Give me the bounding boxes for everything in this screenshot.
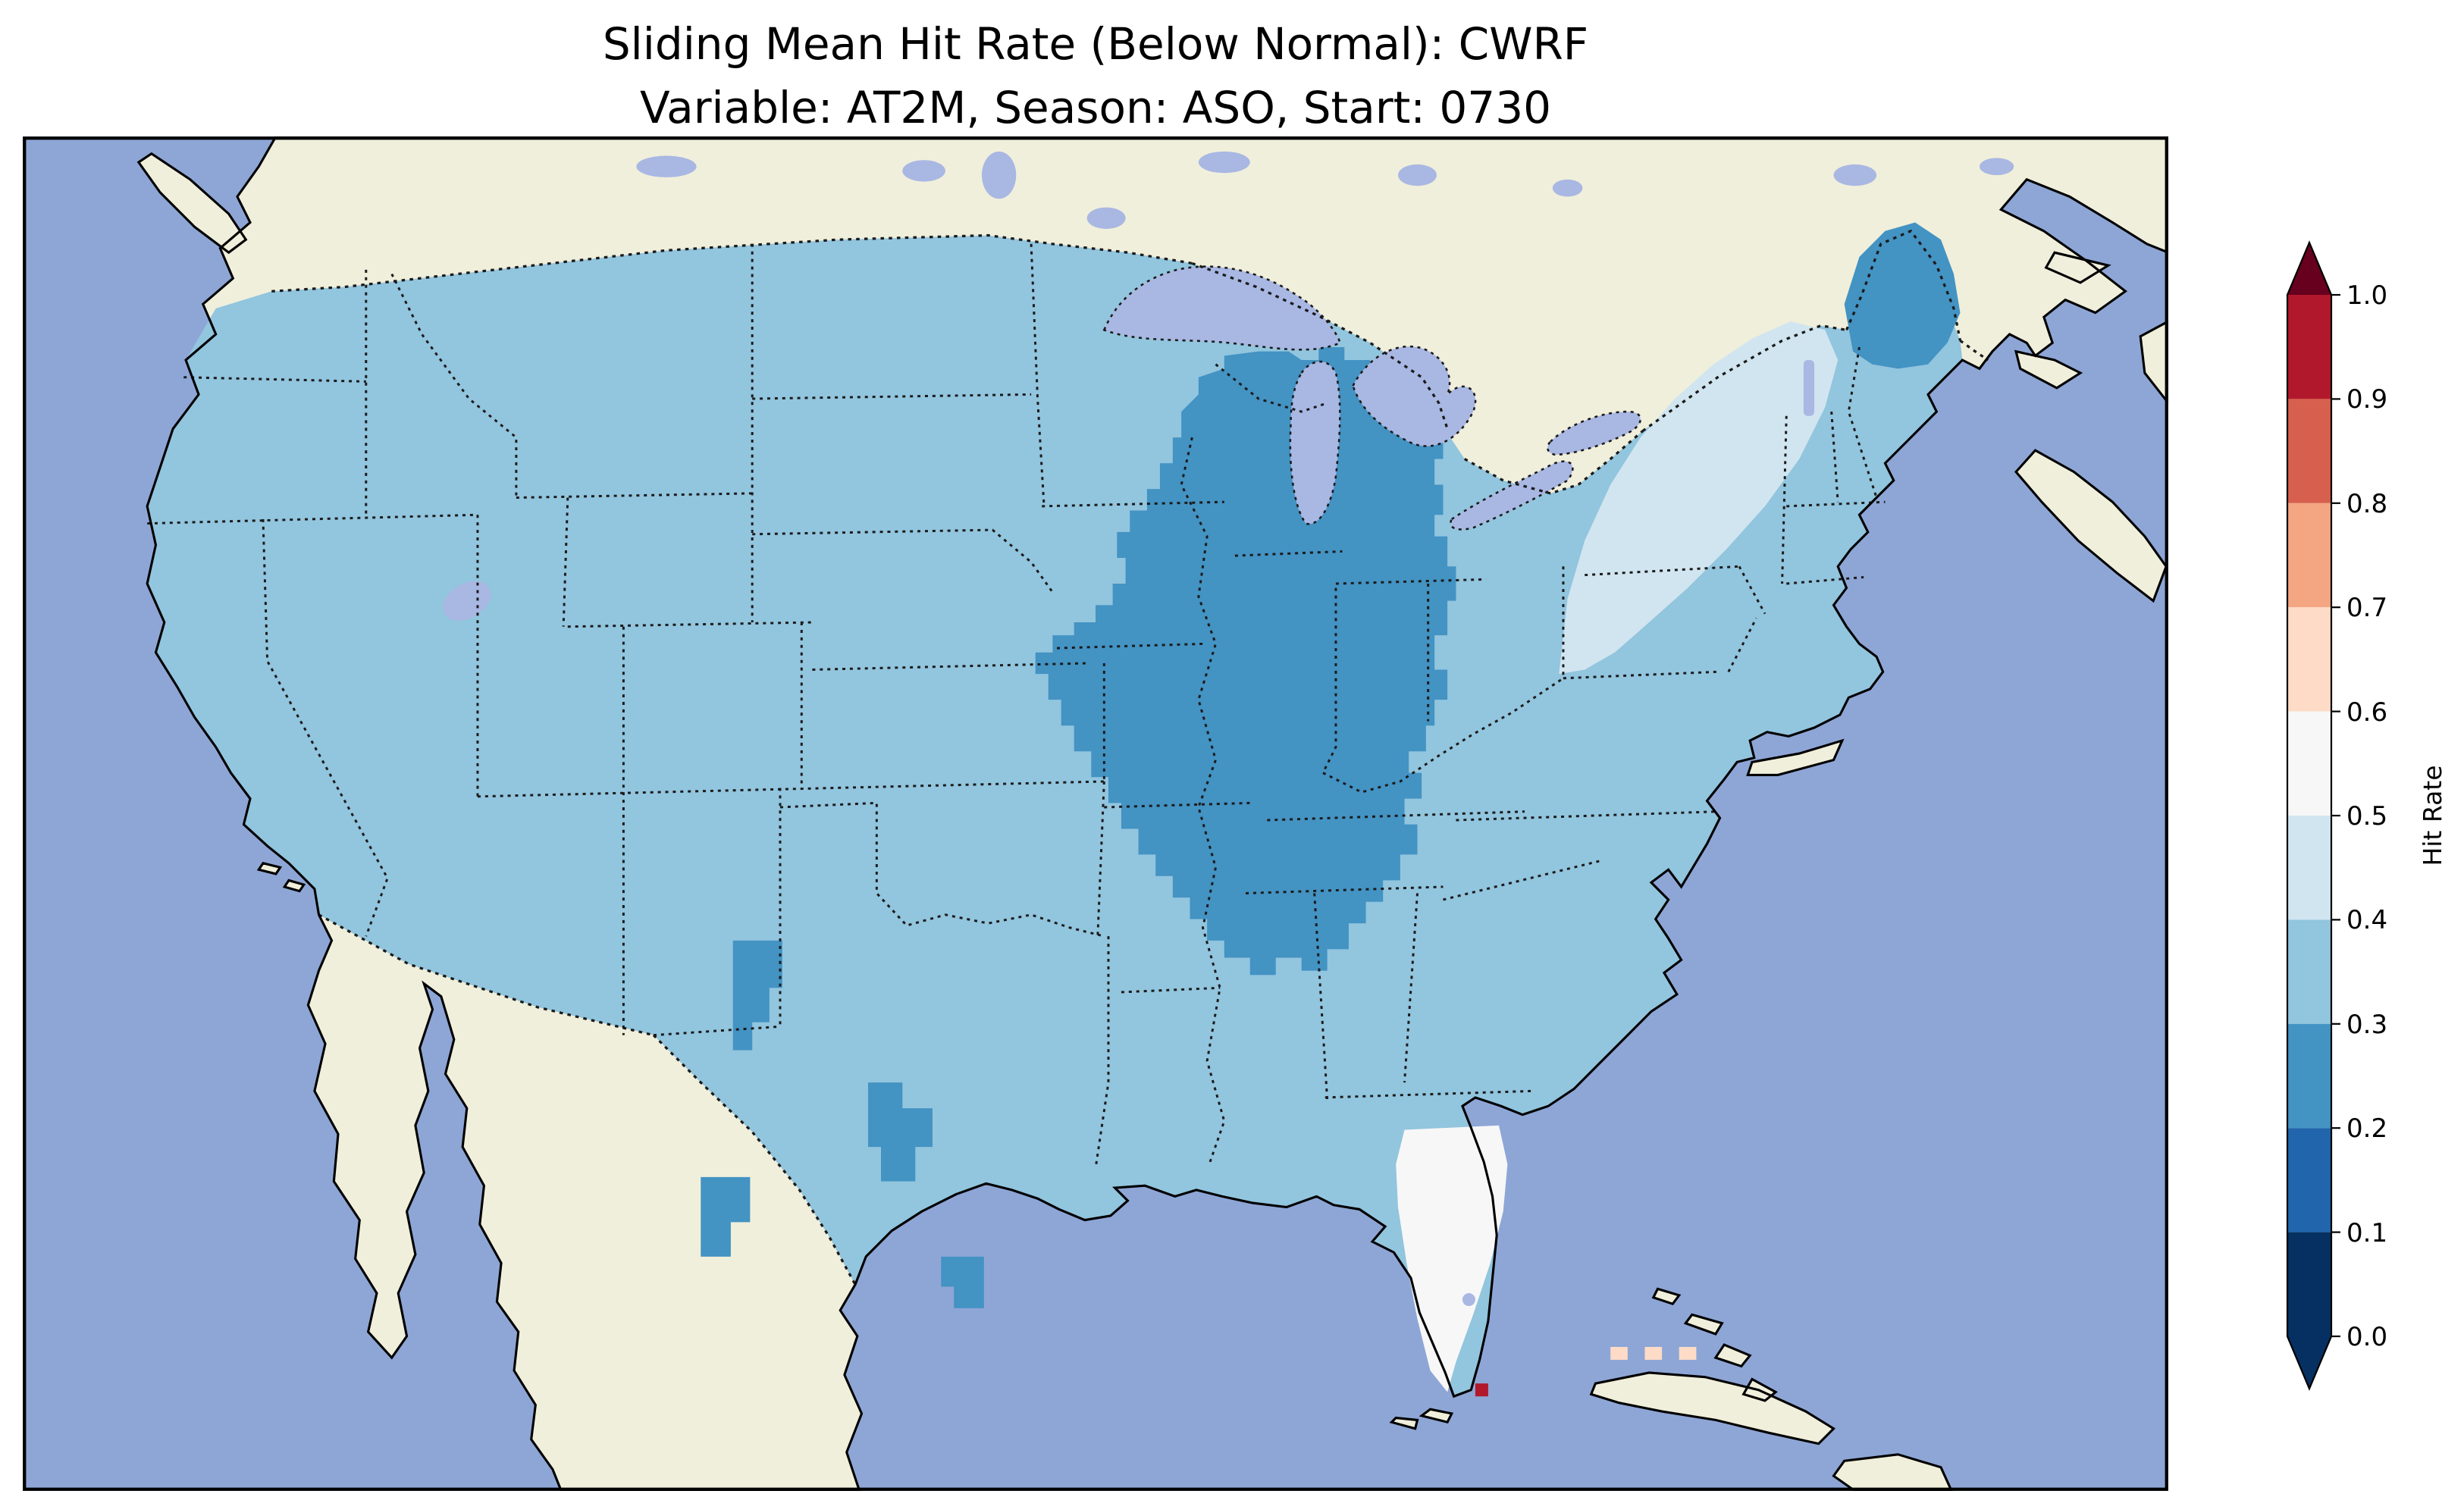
colorbar-tick-9: 0.1 (2346, 1218, 2387, 1248)
colorbar-segment-6 (2287, 919, 2331, 1024)
figure-title-block: Sliding Mean Hit Rate (Below Normal): CW… (23, 12, 2168, 139)
lake-huron (1352, 345, 1477, 447)
colorbar-segment-9 (2287, 1232, 2331, 1336)
hit-rate-data-layer (147, 222, 1963, 1397)
map-axes (23, 136, 2168, 1491)
lake-champlain (1803, 359, 1815, 416)
colorbar-tick-2: 0.8 (2346, 489, 2387, 519)
region-maine-low (1844, 222, 1961, 369)
figure-subtitle: Variable: AT2M, Season: ASO, Start: 0730 (640, 82, 1551, 134)
colorbar-tick-10: 0.0 (2346, 1322, 2387, 1352)
colorbar-under-arrow (2287, 1336, 2331, 1389)
figure-title: Sliding Mean Hit Rate (Below Normal): CW… (602, 18, 1589, 70)
colorbar-over-arrow (2287, 243, 2331, 295)
region-south-florida-cells (1610, 1346, 1697, 1360)
colorbar-segment-0 (2287, 295, 2331, 399)
colorbar: 1.0 0.9 0.8 0.7 0.6 0.5 0.4 0.3 0.2 0.1 … (2286, 240, 2447, 1391)
colorbar-tick-3: 0.7 (2346, 593, 2387, 623)
colorbar-tick-0: 1.0 (2346, 280, 2387, 311)
small-lakes (443, 151, 2014, 1307)
colorbar-segment-4 (2287, 711, 2331, 816)
lake-superior (1102, 265, 1342, 351)
colorbar-tick-4: 0.6 (2346, 697, 2387, 728)
region-conus-base (147, 235, 1963, 1397)
colorbar-segment-2 (2287, 503, 2331, 608)
colorbar-tick-6: 0.4 (2346, 905, 2387, 935)
great-lakes (1102, 265, 1641, 531)
lake-erie (1450, 460, 1574, 531)
international-borders (271, 229, 1989, 1286)
colorbar-segment-3 (2287, 607, 2331, 712)
state-borders (147, 243, 1886, 1169)
region-northeast-higher (1559, 321, 1839, 675)
great-salt-lake (443, 581, 491, 621)
colorbar-tick-5: 0.5 (2346, 801, 2387, 832)
map-border (23, 136, 2168, 1491)
colorbar-segment-5 (2287, 816, 2331, 920)
region-florida-tip-cell (1475, 1383, 1488, 1397)
lake-okeechobee (1462, 1293, 1475, 1307)
region-texas-low-patches (701, 940, 984, 1308)
colorbar-tick-7: 0.3 (2346, 1010, 2387, 1040)
colorbar-segment-7 (2287, 1023, 2331, 1129)
lake-ontario (1547, 410, 1641, 456)
colorbar-segment-1 (2287, 399, 2331, 503)
colorbar-segment-8 (2287, 1128, 2331, 1232)
lake-michigan (1289, 360, 1341, 525)
colorbar-tick-8: 0.2 (2346, 1113, 2387, 1144)
colorbar-tick-1: 0.9 (2346, 384, 2387, 415)
colorbar-tick-marks (2331, 293, 2340, 1338)
colorbar-label: Hit Rate (2418, 765, 2447, 866)
